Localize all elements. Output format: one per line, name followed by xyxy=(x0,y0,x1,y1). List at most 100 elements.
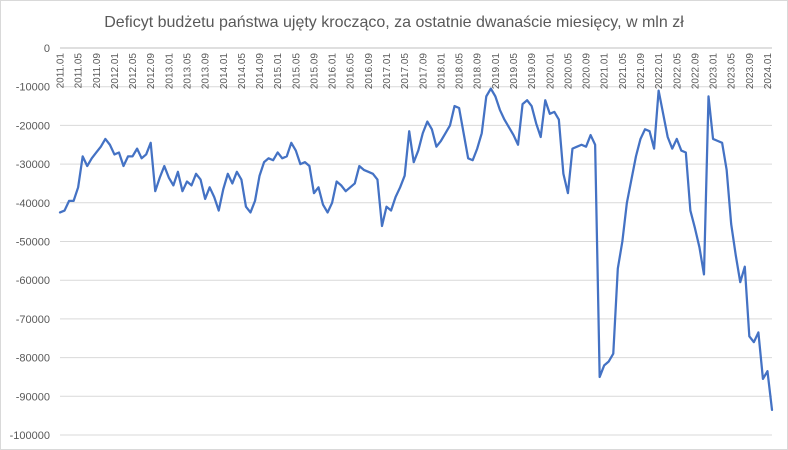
y-tick-label: 0 xyxy=(44,43,50,55)
data-point xyxy=(286,155,288,157)
x-tick-label: 2023.01 xyxy=(709,53,720,90)
data-point xyxy=(717,140,719,142)
x-tick-label: 2020.05 xyxy=(563,53,574,90)
data-point xyxy=(163,165,165,167)
data-point xyxy=(558,119,560,121)
x-tick-label: 2017.05 xyxy=(400,53,411,90)
data-point xyxy=(100,146,102,148)
data-point xyxy=(336,181,338,183)
data-point xyxy=(408,130,410,132)
data-point xyxy=(358,165,360,167)
data-point xyxy=(508,126,510,128)
data-point xyxy=(435,146,437,148)
data-point xyxy=(454,105,456,107)
data-point xyxy=(712,138,714,140)
data-point xyxy=(268,157,270,159)
x-tick-label: 2015.01 xyxy=(273,53,284,90)
data-point xyxy=(154,190,156,192)
data-point xyxy=(630,179,632,181)
data-point xyxy=(386,206,388,208)
x-tick-label: 2012.05 xyxy=(128,53,139,90)
data-point xyxy=(653,148,655,150)
x-tick-label: 2019.05 xyxy=(509,53,520,90)
x-tick-label: 2019.01 xyxy=(491,53,502,90)
data-point xyxy=(676,138,678,140)
data-point xyxy=(594,144,596,146)
data-point xyxy=(73,200,75,202)
data-point xyxy=(277,151,279,153)
data-point xyxy=(417,150,419,152)
data-point xyxy=(494,95,496,97)
data-point xyxy=(222,188,224,190)
y-tick-label: -20000 xyxy=(16,120,50,132)
data-point xyxy=(299,163,301,165)
x-tick-label: 2020.01 xyxy=(545,53,556,90)
data-point xyxy=(363,169,365,171)
data-point xyxy=(145,153,147,155)
x-tick-label: 2014.09 xyxy=(255,53,266,90)
data-point xyxy=(680,150,682,152)
x-tick-label: 2020.09 xyxy=(582,53,593,90)
x-tick-label: 2011.09 xyxy=(92,53,103,89)
x-tick-label: 2019.09 xyxy=(527,53,538,90)
data-point xyxy=(540,136,542,138)
data-point xyxy=(141,157,143,159)
data-point xyxy=(626,202,628,204)
data-point xyxy=(476,148,478,150)
data-point xyxy=(422,132,424,134)
data-point xyxy=(753,341,755,343)
chart-title: Deficyt budżetu państwa ujęty krocząco, … xyxy=(104,14,684,31)
x-tick-label: 2021.05 xyxy=(618,53,629,90)
data-point xyxy=(662,113,664,115)
data-point xyxy=(703,273,705,275)
data-point xyxy=(762,378,764,380)
data-point xyxy=(177,171,179,173)
data-point xyxy=(735,254,737,256)
data-point xyxy=(698,246,700,248)
data-point xyxy=(390,210,392,212)
data-point xyxy=(522,103,524,105)
data-point xyxy=(340,184,342,186)
data-point xyxy=(549,113,551,115)
data-point xyxy=(376,179,378,181)
x-tick-label: 2022.01 xyxy=(654,53,665,90)
y-tick-label: -70000 xyxy=(16,314,50,326)
x-tick-label: 2022.05 xyxy=(672,53,683,90)
data-point xyxy=(95,151,97,153)
x-tick-label: 2023.05 xyxy=(727,53,738,90)
data-point xyxy=(122,165,124,167)
data-point xyxy=(481,132,483,134)
data-point xyxy=(608,360,610,362)
data-point xyxy=(209,186,211,188)
data-point xyxy=(77,186,79,188)
data-point xyxy=(431,128,433,130)
data-point xyxy=(757,331,759,333)
x-axis-ticks: 2011.01 2011.05 2011.09 2012.01 2012.05 2012.… xyxy=(56,53,774,90)
x-tick-label: 2013.09 xyxy=(201,53,212,90)
data-point xyxy=(639,138,641,140)
data-point xyxy=(200,179,202,181)
y-tick-label: -60000 xyxy=(16,275,50,287)
x-tick-label: 2022.09 xyxy=(690,53,701,90)
data-point xyxy=(621,241,623,243)
data-point xyxy=(458,107,460,109)
data-point xyxy=(567,192,569,194)
data-point xyxy=(413,161,415,163)
data-point xyxy=(82,155,84,157)
data-point xyxy=(213,196,215,198)
data-point xyxy=(59,211,61,213)
data-point xyxy=(191,184,193,186)
data-point xyxy=(263,161,265,163)
x-tick-label: 2011.01 xyxy=(56,53,67,89)
data-point xyxy=(585,146,587,148)
data-point xyxy=(463,132,465,134)
data-point xyxy=(349,186,351,188)
y-tick-label: -40000 xyxy=(16,198,50,210)
x-tick-label: 2013.05 xyxy=(182,53,193,90)
data-point xyxy=(503,119,505,121)
x-tick-label: 2012.09 xyxy=(146,53,157,90)
x-tick-label: 2017.09 xyxy=(418,53,429,90)
data-point xyxy=(562,173,564,175)
data-point xyxy=(644,128,646,130)
